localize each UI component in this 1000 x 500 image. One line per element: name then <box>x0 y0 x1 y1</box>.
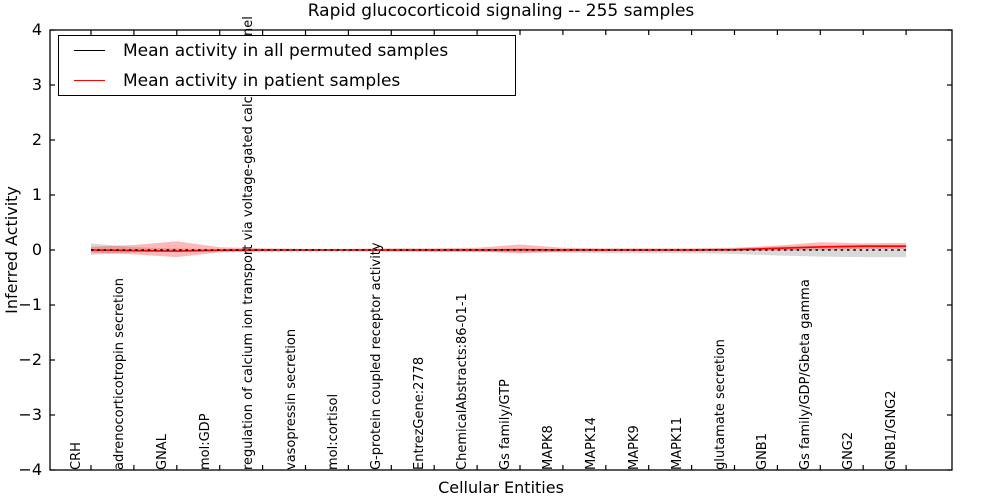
chart-title: Rapid glucocorticoid signaling -- 255 sa… <box>307 1 695 21</box>
x-tick-label: mol:GDP <box>197 413 213 470</box>
legend-label: Mean activity in all permuted samples <box>123 40 449 61</box>
x-tick-label: ChemicalAbstracts:86-01-1 <box>455 293 471 470</box>
x-tick-label: MAPK9 <box>626 425 642 470</box>
x-tick-label: glutamate secretion <box>712 339 728 470</box>
legend: Mean activity in all permuted samples Mea… <box>58 35 516 96</box>
x-tick-label: EntrezGene:2778 <box>412 356 428 470</box>
mean-patient-line <box>90 245 907 252</box>
y-tick-label: −4 <box>18 460 42 479</box>
permuted-std-band <box>91 243 907 258</box>
x-tick-label: Gs family/GDP/Gbeta gamma <box>798 279 814 470</box>
legend-line-sample <box>74 80 105 81</box>
x-tick-label: GNB1/GNG2 <box>884 390 900 470</box>
x-tick-label: adrenocorticotropin secretion <box>111 278 127 470</box>
legend-line-sample <box>74 50 105 51</box>
patient-std-band <box>91 241 907 258</box>
x-tick-label: G-protein coupled receptor activity <box>369 242 385 470</box>
y-tick-label: −1 <box>18 295 42 314</box>
y-tick-label: −3 <box>18 405 42 424</box>
y-tick-label: 1 <box>31 185 42 204</box>
y-tick-label: −2 <box>18 350 42 369</box>
x-tick-label: GNAL <box>154 434 170 470</box>
legend-label: Mean activity in patient samples <box>123 70 401 91</box>
x-axis-title: Cellular Entities <box>438 478 564 497</box>
x-tick-label: MAPK14 <box>583 416 599 470</box>
y-tick-label: 2 <box>31 130 42 149</box>
legend-row: Mean activity in patient samples <box>59 69 515 93</box>
x-tick-label: CRH <box>69 442 84 470</box>
x-tick-label: Gs family/GTP <box>498 379 513 470</box>
legend-row: Mean activity in all permuted samples <box>59 39 515 63</box>
x-tick-label: vasopressin secretion <box>283 328 299 470</box>
y-tick-label: 0 <box>31 240 42 259</box>
x-tick-label: mol:cortisol <box>326 393 342 470</box>
x-tick-label: GNB1 <box>755 433 771 470</box>
y-tick-label: 4 <box>31 20 42 39</box>
y-tick-label: 3 <box>31 75 42 94</box>
x-tick-label: MAPK11 <box>669 416 685 470</box>
x-tick-label: GNG2 <box>841 431 857 470</box>
x-tick-label: MAPK8 <box>540 425 556 470</box>
